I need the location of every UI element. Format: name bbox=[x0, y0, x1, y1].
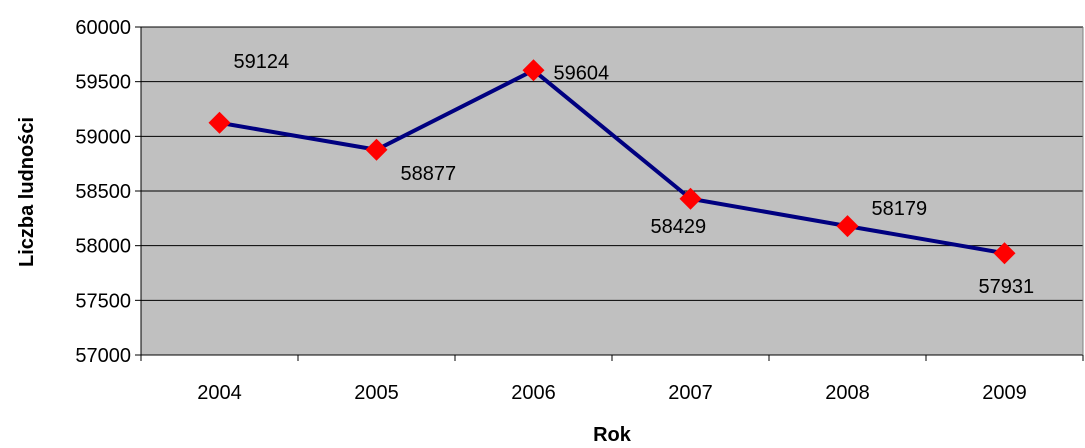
x-axis-title: Rok bbox=[593, 424, 632, 446]
data-label: 58877 bbox=[401, 163, 457, 185]
data-label: 58429 bbox=[651, 216, 707, 238]
x-tick-label: 2006 bbox=[511, 382, 556, 404]
data-point-marker bbox=[836, 215, 859, 238]
data-point-marker bbox=[365, 138, 388, 161]
data-point-marker bbox=[522, 59, 545, 82]
data-label: 59604 bbox=[554, 62, 610, 84]
data-label: 57931 bbox=[979, 276, 1035, 298]
data-point-marker bbox=[679, 187, 702, 210]
y-tick-label: 58500 bbox=[75, 181, 131, 203]
data-point-marker bbox=[208, 111, 231, 134]
series-line bbox=[219, 68, 1005, 256]
plot-layer: 57000 57500 58000 58500 59000 59500 60000 2004 2… bbox=[75, 17, 1084, 404]
y-tick-label: 57000 bbox=[75, 345, 131, 367]
y-tick-label: 59000 bbox=[75, 126, 131, 148]
x-tick-label: 2007 bbox=[668, 382, 713, 404]
x-tick-label: 2005 bbox=[354, 382, 399, 404]
data-label: 59124 bbox=[234, 51, 290, 73]
y-axis-title: Liczba ludności bbox=[16, 117, 38, 267]
x-tick-label: 2009 bbox=[982, 382, 1027, 404]
data-point-marker bbox=[993, 242, 1016, 265]
data-label: 58179 bbox=[872, 198, 928, 220]
x-tick-label: 2008 bbox=[825, 382, 870, 404]
x-tick-label: 2004 bbox=[197, 382, 242, 404]
y-tick-label: 59500 bbox=[75, 72, 131, 94]
y-tick-label: 57500 bbox=[75, 290, 131, 312]
y-tick-label: 58000 bbox=[75, 236, 131, 258]
y-tick-label: 60000 bbox=[75, 17, 131, 39]
